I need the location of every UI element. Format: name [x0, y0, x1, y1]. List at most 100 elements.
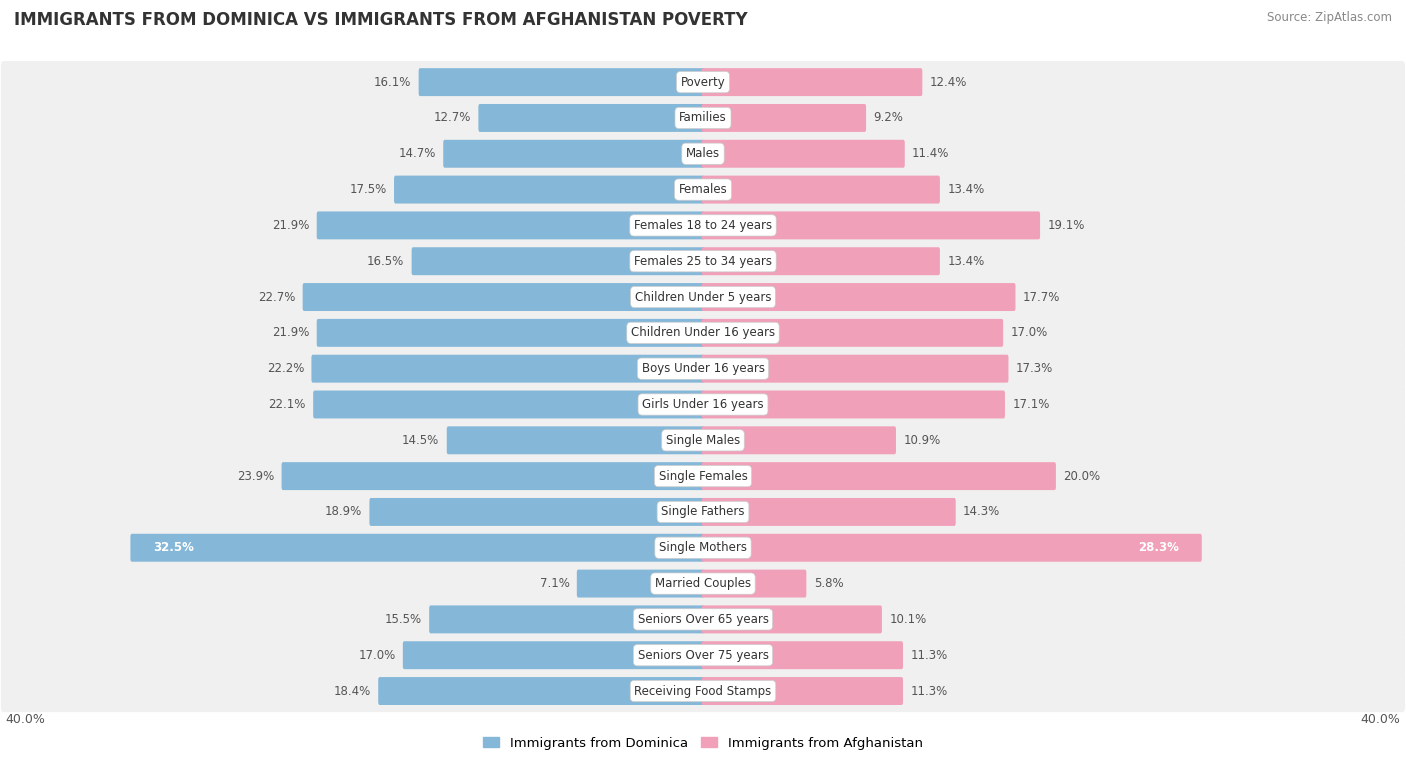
FancyBboxPatch shape — [1, 491, 1405, 533]
FancyBboxPatch shape — [281, 462, 704, 490]
FancyBboxPatch shape — [447, 426, 704, 454]
FancyBboxPatch shape — [404, 641, 704, 669]
FancyBboxPatch shape — [1, 634, 1405, 676]
Text: 17.0%: 17.0% — [359, 649, 395, 662]
Text: 19.1%: 19.1% — [1047, 219, 1085, 232]
FancyBboxPatch shape — [378, 677, 704, 705]
Text: 15.5%: 15.5% — [385, 613, 422, 626]
Text: Seniors Over 75 years: Seniors Over 75 years — [637, 649, 769, 662]
Text: IMMIGRANTS FROM DOMINICA VS IMMIGRANTS FROM AFGHANISTAN POVERTY: IMMIGRANTS FROM DOMINICA VS IMMIGRANTS F… — [14, 11, 748, 30]
Text: 40.0%: 40.0% — [1361, 713, 1400, 725]
Text: Poverty: Poverty — [681, 76, 725, 89]
Text: 14.3%: 14.3% — [963, 506, 1000, 518]
FancyBboxPatch shape — [316, 211, 704, 240]
FancyBboxPatch shape — [1, 276, 1405, 318]
Text: 11.3%: 11.3% — [911, 649, 948, 662]
Text: Seniors Over 65 years: Seniors Over 65 years — [637, 613, 769, 626]
FancyBboxPatch shape — [1, 562, 1405, 605]
Text: 22.7%: 22.7% — [257, 290, 295, 303]
Text: 21.9%: 21.9% — [271, 219, 309, 232]
Text: 14.5%: 14.5% — [402, 434, 439, 446]
FancyBboxPatch shape — [302, 283, 704, 311]
Text: Females: Females — [679, 183, 727, 196]
FancyBboxPatch shape — [1, 240, 1405, 282]
FancyBboxPatch shape — [702, 211, 1040, 240]
Text: 13.4%: 13.4% — [948, 183, 984, 196]
FancyBboxPatch shape — [702, 319, 1004, 347]
Text: 21.9%: 21.9% — [271, 327, 309, 340]
FancyBboxPatch shape — [702, 104, 866, 132]
Text: Girls Under 16 years: Girls Under 16 years — [643, 398, 763, 411]
FancyBboxPatch shape — [1, 133, 1405, 175]
Text: Boys Under 16 years: Boys Under 16 years — [641, 362, 765, 375]
Text: Children Under 5 years: Children Under 5 years — [634, 290, 772, 303]
FancyBboxPatch shape — [370, 498, 704, 526]
FancyBboxPatch shape — [702, 534, 1202, 562]
FancyBboxPatch shape — [443, 139, 704, 168]
Text: 16.1%: 16.1% — [374, 76, 412, 89]
FancyBboxPatch shape — [394, 176, 704, 204]
FancyBboxPatch shape — [419, 68, 704, 96]
Text: 17.1%: 17.1% — [1012, 398, 1050, 411]
FancyBboxPatch shape — [702, 498, 956, 526]
FancyBboxPatch shape — [1, 97, 1405, 139]
Text: Receiving Food Stamps: Receiving Food Stamps — [634, 684, 772, 697]
Text: 11.4%: 11.4% — [912, 147, 949, 160]
Text: 23.9%: 23.9% — [238, 470, 274, 483]
Text: Children Under 16 years: Children Under 16 years — [631, 327, 775, 340]
FancyBboxPatch shape — [1, 347, 1405, 390]
FancyBboxPatch shape — [412, 247, 704, 275]
FancyBboxPatch shape — [1, 384, 1405, 426]
FancyBboxPatch shape — [316, 319, 704, 347]
Text: 18.4%: 18.4% — [333, 684, 371, 697]
FancyBboxPatch shape — [702, 283, 1015, 311]
Text: 10.1%: 10.1% — [889, 613, 927, 626]
Text: Source: ZipAtlas.com: Source: ZipAtlas.com — [1267, 11, 1392, 24]
Text: 17.3%: 17.3% — [1015, 362, 1053, 375]
Text: 16.5%: 16.5% — [367, 255, 405, 268]
FancyBboxPatch shape — [702, 606, 882, 634]
FancyBboxPatch shape — [702, 462, 1056, 490]
Text: 14.7%: 14.7% — [398, 147, 436, 160]
Text: 18.9%: 18.9% — [325, 506, 363, 518]
FancyBboxPatch shape — [1, 168, 1405, 211]
FancyBboxPatch shape — [1, 598, 1405, 641]
FancyBboxPatch shape — [702, 247, 941, 275]
FancyBboxPatch shape — [702, 139, 905, 168]
Text: Females 18 to 24 years: Females 18 to 24 years — [634, 219, 772, 232]
Text: 10.9%: 10.9% — [904, 434, 941, 446]
Text: Single Fathers: Single Fathers — [661, 506, 745, 518]
Legend: Immigrants from Dominica, Immigrants from Afghanistan: Immigrants from Dominica, Immigrants fro… — [478, 731, 928, 755]
FancyBboxPatch shape — [1, 527, 1405, 569]
Text: 17.0%: 17.0% — [1011, 327, 1047, 340]
FancyBboxPatch shape — [312, 355, 704, 383]
Text: Single Males: Single Males — [666, 434, 740, 446]
Text: 20.0%: 20.0% — [1063, 470, 1101, 483]
Text: 11.3%: 11.3% — [911, 684, 948, 697]
FancyBboxPatch shape — [314, 390, 704, 418]
Text: 9.2%: 9.2% — [873, 111, 903, 124]
Text: 22.1%: 22.1% — [269, 398, 307, 411]
Text: Single Females: Single Females — [658, 470, 748, 483]
FancyBboxPatch shape — [702, 426, 896, 454]
FancyBboxPatch shape — [576, 569, 704, 597]
FancyBboxPatch shape — [1, 455, 1405, 497]
Text: 13.4%: 13.4% — [948, 255, 984, 268]
FancyBboxPatch shape — [702, 176, 941, 204]
FancyBboxPatch shape — [1, 312, 1405, 354]
Text: Males: Males — [686, 147, 720, 160]
FancyBboxPatch shape — [1, 419, 1405, 462]
FancyBboxPatch shape — [1, 670, 1405, 713]
FancyBboxPatch shape — [702, 355, 1008, 383]
Text: Single Mothers: Single Mothers — [659, 541, 747, 554]
FancyBboxPatch shape — [131, 534, 704, 562]
Text: 7.1%: 7.1% — [540, 577, 569, 590]
Text: Families: Families — [679, 111, 727, 124]
Text: 12.4%: 12.4% — [929, 76, 967, 89]
FancyBboxPatch shape — [429, 606, 704, 634]
FancyBboxPatch shape — [702, 569, 807, 597]
FancyBboxPatch shape — [702, 677, 903, 705]
Text: 28.3%: 28.3% — [1139, 541, 1180, 554]
Text: 32.5%: 32.5% — [153, 541, 194, 554]
Text: Females 25 to 34 years: Females 25 to 34 years — [634, 255, 772, 268]
